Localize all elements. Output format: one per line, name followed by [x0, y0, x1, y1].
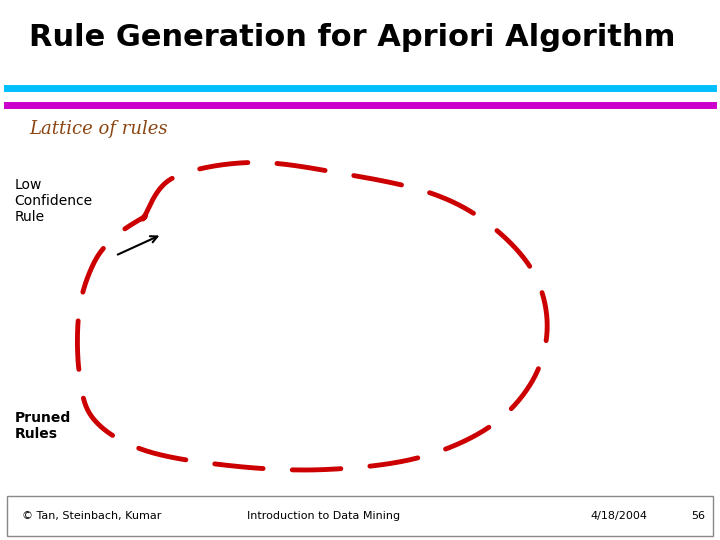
Text: Pruned
Rules: Pruned Rules: [14, 411, 71, 442]
Text: Low
Confidence
Rule: Low Confidence Rule: [14, 178, 93, 225]
Text: 4/18/2004: 4/18/2004: [590, 511, 647, 521]
Text: Rule Generation for Apriori Algorithm: Rule Generation for Apriori Algorithm: [29, 23, 675, 52]
Text: Introduction to Data Mining: Introduction to Data Mining: [248, 511, 400, 521]
Text: Lattice of rules: Lattice of rules: [29, 120, 168, 138]
Text: 56: 56: [691, 511, 705, 521]
Text: © Tan, Steinbach, Kumar: © Tan, Steinbach, Kumar: [22, 511, 161, 521]
